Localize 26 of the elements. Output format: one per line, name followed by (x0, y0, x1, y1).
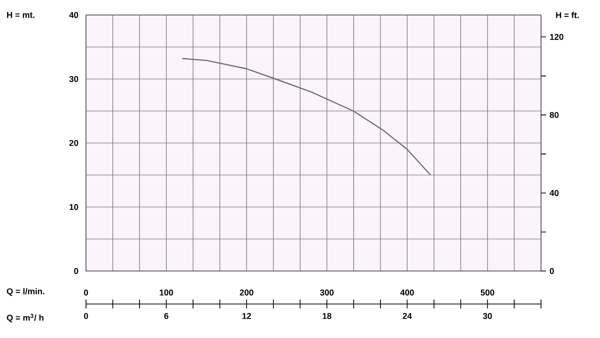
x-tick-label: 500 (480, 290, 494, 296)
x-tick-label: 200 (240, 290, 254, 296)
y-tick-label: 10 (70, 204, 78, 210)
y-tick-label: 30 (69, 76, 78, 82)
x-tick-label: 300 (320, 290, 334, 296)
x-tick-label: 100 (160, 290, 174, 296)
x2-tick-label: 6 (164, 313, 168, 320)
x2-tick-label: 30 (482, 313, 492, 320)
y2-tick-label: 80 (550, 112, 559, 118)
line-series (182, 58, 432, 176)
y-axis-title: H = mt. (7, 12, 34, 18)
y2-tick-label: 120 (550, 34, 564, 40)
x-tick-label: 400 (400, 290, 414, 296)
y-tick-label: 0 (74, 268, 78, 274)
x2-tick-label: 24 (402, 313, 412, 319)
x2-tick-label: 0 (84, 313, 88, 320)
x2-tick-label: 18 (322, 313, 332, 320)
x-axis-title: Q = l/min. (6, 288, 44, 296)
x2-tick-label: 12 (242, 313, 251, 319)
y-tick-label: 40 (69, 12, 78, 18)
x-tick-label: 0 (84, 290, 88, 296)
y2-tick-label: 40 (550, 190, 559, 196)
y-tick-label: 20 (69, 140, 78, 146)
y2-tick-label: 0 (550, 268, 554, 274)
y2-axis-title: H = ft. (556, 12, 579, 18)
x2-axis-title: Q = m$^{3}$/ h (6, 314, 44, 322)
